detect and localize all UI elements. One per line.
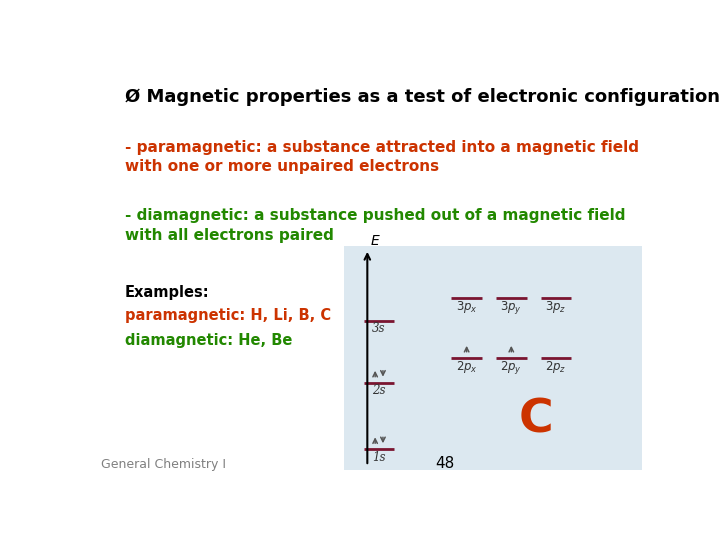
Text: $2p_y$: $2p_y$ <box>500 359 522 376</box>
Text: 3s: 3s <box>372 322 386 335</box>
Text: $2p_x$: $2p_x$ <box>456 359 477 375</box>
Text: $3p_x$: $3p_x$ <box>456 299 477 315</box>
Text: E: E <box>371 234 379 248</box>
Text: paramagnetic: H, Li, B, C: paramagnetic: H, Li, B, C <box>125 308 330 323</box>
Text: $2p_z$: $2p_z$ <box>545 359 567 375</box>
Text: Ø Magnetic properties as a test of electronic configurations: Ø Magnetic properties as a test of elect… <box>125 87 720 106</box>
Text: 1s: 1s <box>372 451 386 464</box>
Text: 48: 48 <box>435 456 454 471</box>
Text: $3p_z$: $3p_z$ <box>545 299 567 315</box>
Text: Examples:: Examples: <box>125 285 210 300</box>
Text: $3p_y$: $3p_y$ <box>500 299 522 316</box>
Text: - diamagnetic: a substance pushed out of a magnetic field
with all electrons pai: - diamagnetic: a substance pushed out of… <box>125 208 625 243</box>
Text: 2s: 2s <box>372 384 386 397</box>
Text: - paramagnetic: a substance attracted into a magnetic field
with one or more unp: - paramagnetic: a substance attracted in… <box>125 140 639 174</box>
Text: diamagnetic: He, Be: diamagnetic: He, Be <box>125 333 292 348</box>
Text: C: C <box>519 398 554 443</box>
Text: General Chemistry I: General Chemistry I <box>101 458 226 471</box>
